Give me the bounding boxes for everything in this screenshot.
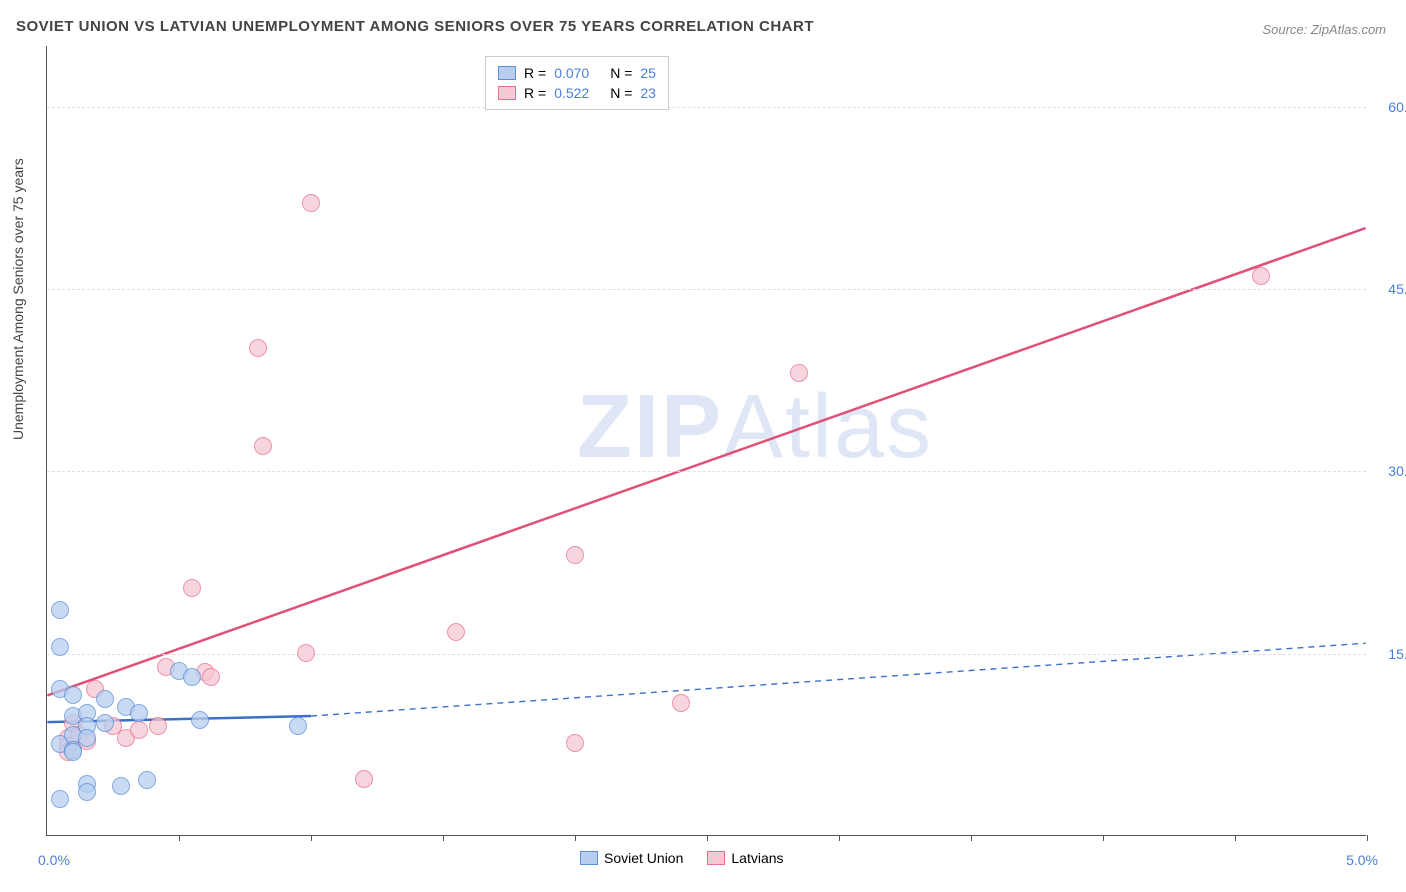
watermark-rest: Atlas — [723, 377, 933, 477]
point-latvians — [297, 644, 315, 662]
point-latvians — [790, 364, 808, 382]
x-tick — [1235, 835, 1236, 841]
point-latvians — [249, 339, 267, 357]
x-tick — [1367, 835, 1368, 841]
gridline — [47, 289, 1366, 290]
point-soviet — [78, 783, 96, 801]
point-soviet — [51, 601, 69, 619]
point-soviet — [64, 743, 82, 761]
point-latvians — [566, 546, 584, 564]
point-latvians — [183, 579, 201, 597]
swatch-latvians — [498, 86, 516, 100]
n-label: N = — [610, 85, 632, 101]
x-tick — [707, 835, 708, 841]
plot-area: ZIPAtlas 15.0%30.0%45.0%60.0% — [46, 46, 1366, 836]
series-legend: Soviet Union Latvians — [580, 850, 784, 866]
legend-row-latvians: R = 0.522 N = 23 — [498, 83, 656, 103]
correlation-legend: R = 0.070 N = 25 R = 0.522 N = 23 — [485, 56, 669, 110]
r-value-latvians: 0.522 — [554, 85, 602, 101]
n-value-latvians: 23 — [640, 85, 656, 101]
x-tick — [1103, 835, 1104, 841]
watermark: ZIPAtlas — [577, 376, 933, 479]
legend-row-soviet: R = 0.070 N = 25 — [498, 63, 656, 83]
point-soviet — [130, 704, 148, 722]
legend-label-soviet: Soviet Union — [604, 850, 683, 866]
gridline — [47, 654, 1366, 655]
x-axis-max-label: 5.0% — [1346, 852, 1378, 868]
x-tick — [575, 835, 576, 841]
x-tick — [311, 835, 312, 841]
legend-label-latvians: Latvians — [731, 850, 783, 866]
y-axis-label: Unemployment Among Seniors over 75 years — [10, 158, 26, 440]
point-soviet — [96, 714, 114, 732]
chart-title: SOVIET UNION VS LATVIAN UNEMPLOYMENT AMO… — [16, 18, 814, 35]
point-soviet — [51, 638, 69, 656]
legend-item-latvians: Latvians — [707, 850, 783, 866]
point-soviet — [78, 729, 96, 747]
x-tick — [839, 835, 840, 841]
point-soviet — [64, 686, 82, 704]
y-tick-label: 30.0% — [1388, 463, 1406, 479]
point-latvians — [566, 734, 584, 752]
x-tick — [443, 835, 444, 841]
point-latvians — [355, 770, 373, 788]
x-tick — [179, 835, 180, 841]
point-soviet — [138, 771, 156, 789]
n-label: N = — [610, 65, 632, 81]
point-latvians — [447, 623, 465, 641]
trend-line — [47, 228, 1365, 695]
swatch-latvians — [707, 851, 725, 865]
r-value-soviet: 0.070 — [554, 65, 602, 81]
gridline — [47, 107, 1366, 108]
trend-lines-layer — [47, 46, 1366, 835]
point-latvians — [302, 194, 320, 212]
point-latvians — [254, 437, 272, 455]
source-attribution: Source: ZipAtlas.com — [1262, 22, 1386, 37]
gridline — [47, 471, 1366, 472]
point-soviet — [289, 717, 307, 735]
legend-item-soviet: Soviet Union — [580, 850, 683, 866]
r-label: R = — [524, 65, 546, 81]
watermark-bold: ZIP — [577, 377, 723, 477]
x-axis-min-label: 0.0% — [38, 852, 70, 868]
r-label: R = — [524, 85, 546, 101]
swatch-soviet — [498, 66, 516, 80]
swatch-soviet — [580, 851, 598, 865]
point-soviet — [96, 690, 114, 708]
point-soviet — [51, 790, 69, 808]
point-soviet — [112, 777, 130, 795]
y-tick-label: 45.0% — [1388, 281, 1406, 297]
y-tick-label: 15.0% — [1388, 646, 1406, 662]
point-latvians — [1252, 267, 1270, 285]
point-latvians — [672, 694, 690, 712]
point-soviet — [191, 711, 209, 729]
y-tick-label: 60.0% — [1388, 99, 1406, 115]
point-latvians — [130, 721, 148, 739]
point-latvians — [202, 668, 220, 686]
point-latvians — [149, 717, 167, 735]
x-tick — [971, 835, 972, 841]
point-soviet — [183, 668, 201, 686]
n-value-soviet: 25 — [640, 65, 656, 81]
